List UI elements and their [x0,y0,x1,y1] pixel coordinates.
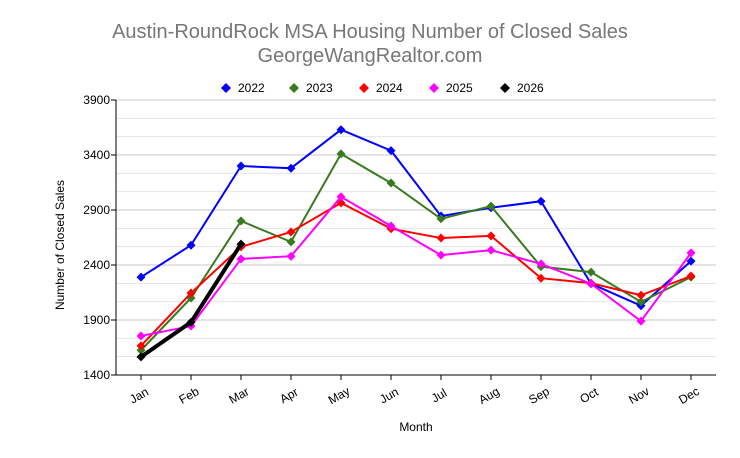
legend-label: 2022 [238,81,265,95]
data-point [186,240,196,250]
data-point [386,178,396,188]
legend-item-2025: 2025 [429,81,473,95]
legend-marker [429,83,439,93]
chart-title: Austin-RoundRock MSA Housing Number of C… [112,21,628,43]
data-point [186,288,196,298]
series-line [140,195,692,337]
y-tick-label: 3900 [83,93,110,107]
legend-label: 2025 [446,81,473,95]
x-axis-label: Month [399,420,432,434]
legend-marker [221,83,231,93]
legend-label: 2026 [517,81,544,95]
data-point [486,201,496,211]
data-point [236,239,246,249]
x-tick-label: Jan [127,385,151,407]
data-point [286,251,296,261]
y-tick-label: 1900 [83,313,110,327]
y-tick-label: 2400 [83,258,110,272]
x-tick-label: May [326,384,353,407]
legend-marker [500,83,510,93]
legend-marker [289,83,299,93]
data-point [586,279,596,289]
data-point [536,273,546,283]
data-point [536,196,546,206]
data-point [236,161,246,171]
legend-marker [359,83,369,93]
y-tick-label: 2900 [83,203,110,217]
chart-subtitle: GeorgeWangRealtor.com [258,45,483,67]
x-tick-label: Oct [577,384,601,406]
data-point [286,227,296,237]
series-2022 [136,125,696,311]
x-tick-label: Mar [227,384,252,406]
data-point [336,192,346,202]
data-point [286,163,296,173]
data-point [686,271,696,281]
data-point [286,237,296,247]
data-point [636,316,646,326]
x-tick-label: Jul [429,386,449,406]
data-point [436,233,446,243]
data-point [636,297,646,307]
data-point [336,149,346,159]
series-line [140,128,692,307]
legend-label: 2023 [306,81,333,95]
x-tick-label: Dec [676,384,701,407]
y-tick-label: 1400 [83,368,110,382]
y-axis-label: Number of Closed Sales [53,180,67,310]
data-point [586,267,596,277]
data-point [336,125,346,135]
data-point [186,317,196,327]
data-point [436,250,446,260]
data-point [486,245,496,255]
series-2026 [136,239,246,362]
data-point [436,214,446,224]
series-line [140,152,692,351]
data-point [236,216,246,226]
legend-item-2026: 2026 [500,81,544,95]
data-point [686,256,696,266]
legend-item-2024: 2024 [359,81,403,95]
data-point [686,248,696,258]
data-point [136,352,146,362]
series-2023 [136,149,696,355]
data-point [486,231,496,241]
data-point [386,146,396,156]
x-tick-label: Jun [377,385,401,407]
y-tick-label: 3400 [83,148,110,162]
x-tick-label: Feb [177,384,202,407]
x-tick-label: Sep [526,384,552,407]
legend-item-2022: 2022 [221,81,265,95]
legend-label: 2024 [376,81,403,95]
data-point [136,331,146,341]
data-point [536,259,546,269]
data-point [136,272,146,282]
x-tick-label: Apr [277,385,300,406]
x-tick-label: Nov [626,384,651,407]
data-point [136,341,146,351]
legend-item-2023: 2023 [289,81,333,95]
data-point [386,221,396,231]
data-point [636,290,646,300]
x-tick-label: Aug [476,384,501,407]
data-point [236,254,246,264]
